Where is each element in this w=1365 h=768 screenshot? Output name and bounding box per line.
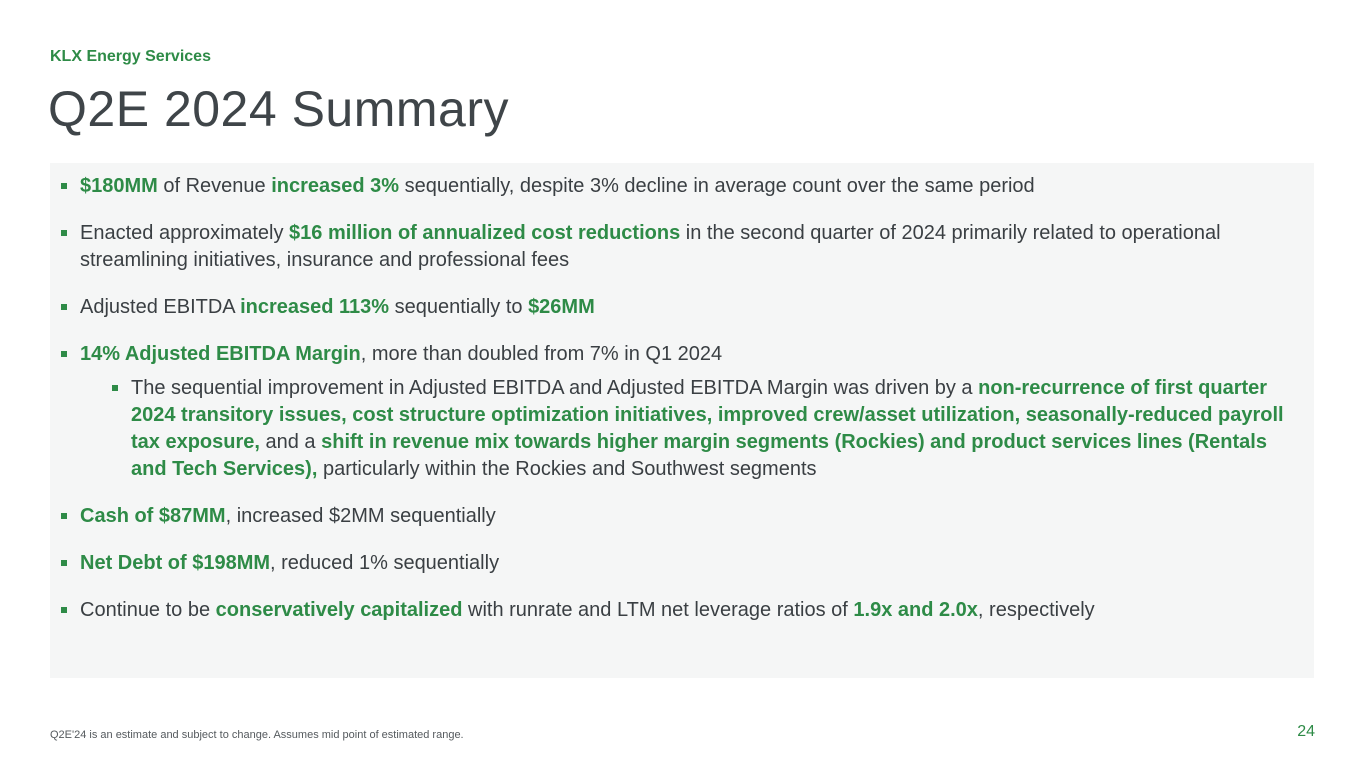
bullet-text: , more than doubled from 7% in Q1 2024 [360, 343, 723, 365]
bullet-highlight: 14% Adjusted EBITDA Margin [80, 343, 361, 365]
bullet-highlight: increased 113% [240, 296, 390, 318]
bullet-marker-icon [61, 183, 67, 189]
page-number: 24 [1297, 723, 1315, 740]
bullet-cash: Cash of $87MM, increased $2MM sequential… [50, 503, 1294, 530]
bullet-text: Adjusted EBITDA [80, 296, 241, 318]
bullet-highlight: shift in revenue mix towards higher marg… [131, 431, 1267, 480]
bullet-text: sequentially to [389, 296, 529, 318]
bullet-marker-icon [112, 385, 118, 391]
bullet-text: with runrate and LTM net leverage ratios… [462, 599, 854, 621]
bullet-highlight: Net Debt of $198MM [80, 552, 271, 574]
bullet-marker-icon [61, 304, 67, 310]
page-title: Q2E 2024 Summary [48, 81, 509, 137]
bullet-highlight: increased 3% [271, 175, 400, 197]
bullet-net-debt: Net Debt of $198MM, reduced 1% sequentia… [50, 550, 1294, 577]
bullet-marker-icon [61, 560, 67, 566]
bullet-revenue: $180MM of Revenue increased 3% sequentia… [50, 173, 1294, 200]
summary-panel: $180MM of Revenue increased 3% sequentia… [50, 163, 1314, 678]
bullet-text: and a [259, 431, 322, 453]
bullet-text: , increased $2MM sequentially [225, 505, 496, 527]
bullet-highlight: $180MM [80, 175, 158, 197]
bullet-adjusted-ebitda: Adjusted EBITDA increased 113% sequentia… [50, 294, 1294, 321]
bullet-text: in the second quarter of 2024 primarily … [80, 222, 1221, 271]
bullet-capitalization: Continue to be conservatively capitalize… [50, 597, 1294, 624]
footnote: Q2E'24 is an estimate and subject to cha… [50, 729, 464, 741]
bullet-ebitda-margin: 14% Adjusted EBITDA Margin, more than do… [50, 341, 1294, 368]
bullet-highlight: conservatively capitalized [215, 599, 463, 621]
bullet-text: Enacted approximately [80, 222, 290, 244]
bullet-marker-icon [61, 607, 67, 613]
sub-bullet-improvement: The sequential improvement in Adjusted E… [50, 375, 1294, 483]
bullet-text: Continue to be [80, 599, 216, 621]
bullet-marker-icon [61, 513, 67, 519]
bullet-list: $180MM of Revenue increased 3% sequentia… [50, 173, 1314, 624]
bullet-text: The sequential improvement in Adjusted E… [131, 377, 979, 399]
bullet-text: , respectively [977, 599, 1095, 621]
bullet-text: particularly within the Rockies and Sout… [317, 458, 817, 480]
bullet-highlight: 1.9x and 2.0x [853, 599, 978, 621]
bullet-text: of Revenue [157, 175, 272, 197]
bullet-cost-reductions: Enacted approximately $16 million of ann… [50, 220, 1294, 274]
bullet-text: , reduced 1% sequentially [270, 552, 500, 574]
company-name: KLX Energy Services [50, 48, 211, 65]
bullet-marker-icon [61, 230, 67, 236]
bullet-highlight: non-recurrence of first quarter 2024 tra… [131, 377, 1284, 453]
bullet-text: sequentially, despite 3% decline in aver… [399, 175, 1035, 197]
bullet-highlight: $16 million of annualized cost reduction… [289, 222, 681, 244]
bullet-marker-icon [61, 351, 67, 357]
bullet-highlight: $26MM [528, 296, 595, 318]
bullet-highlight: Cash of $87MM [80, 505, 226, 527]
